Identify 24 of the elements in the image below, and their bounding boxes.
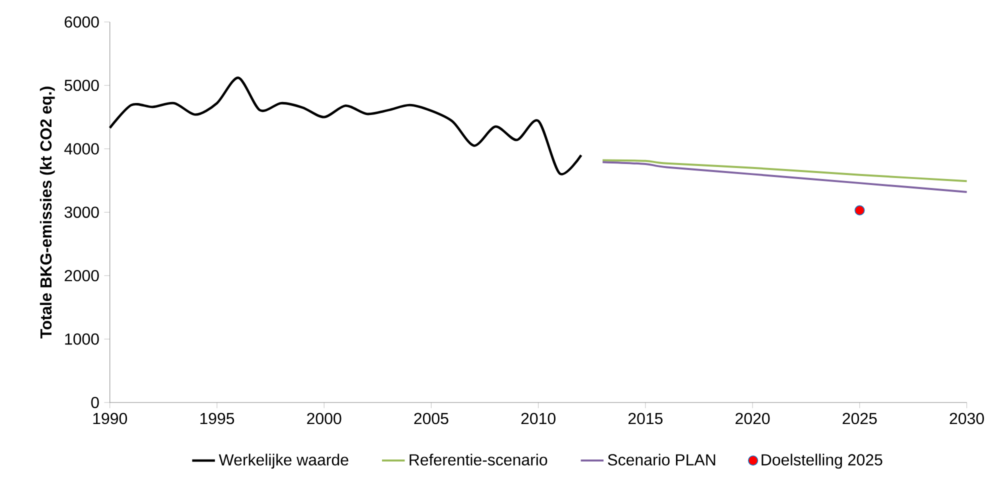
y-axis-title: Totale BKG-emissies (kt CO2 eq.) [40,86,55,338]
x-tick-label: 2020 [736,412,770,424]
legend-label: Doelstelling 2025 [762,454,882,468]
y-tick-label: 5000 [64,80,99,91]
x-tick-label: 2010 [521,412,556,424]
x-tick-label: 1990 [93,412,128,424]
line-series [108,76,582,175]
x-tick-label: 2015 [628,412,663,424]
y-tick-label: 3000 [64,206,99,218]
x-tick-label: 2005 [414,412,448,424]
y-tick-label: 0 [91,396,99,408]
legend-label: Referentie-scenario [410,454,548,466]
legend-label: Scenario PLAN [608,454,716,466]
y-tick-label: 6000 [64,16,99,28]
x-tick-label: 1995 [200,412,234,424]
y-tick-label: 2000 [64,270,99,282]
line-series [602,160,968,193]
x-tick-label: 2025 [842,412,877,424]
line-series [602,159,968,182]
y-tick-label: 1000 [65,333,99,345]
y-tick-label: 4000 [64,142,99,154]
legend-label: Werkelijke waarde [218,454,348,468]
x-tick-label: 2030 [950,412,984,424]
x-tick-label: 2000 [307,412,342,424]
